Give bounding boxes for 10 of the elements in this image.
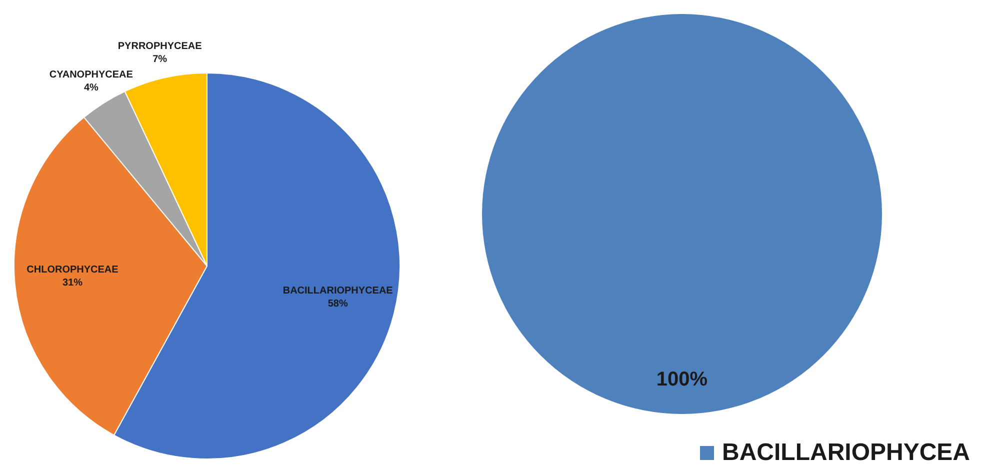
data-label: 31% — [62, 278, 83, 289]
data-label: 58% — [328, 298, 348, 310]
slice-label: CHLOROPHYCEAE — [26, 264, 119, 276]
data-label: 7% — [152, 54, 168, 66]
data-label: 100% — [656, 368, 708, 390]
slice-label: PYRROPHYCEAE — [118, 41, 202, 52]
legend-label: BACILLARIOPHYCEA — [722, 439, 970, 466]
data-label: 4% — [84, 82, 99, 94]
slice-label: CYANOPHYCEAE — [49, 69, 134, 80]
slice-label: BACILLARIOPHYCEAE — [282, 286, 394, 297]
